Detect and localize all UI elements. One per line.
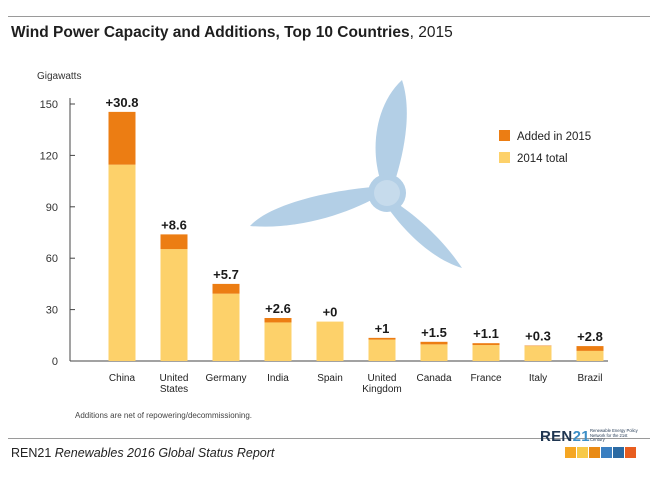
logo-energy-icon <box>601 447 612 458</box>
bar-data-label: +8.6 <box>161 217 187 232</box>
title-main: Wind Power Capacity and Additions, Top 1… <box>11 24 410 41</box>
bar-2014-total <box>108 164 136 361</box>
turbine-blade-watermark <box>375 80 407 184</box>
logo-energy-icon <box>613 447 624 458</box>
bar-2014-total <box>316 321 344 361</box>
x-category-label: Germany <box>205 373 246 384</box>
logo-energy-icon <box>589 447 600 458</box>
bar-data-label: +2.8 <box>577 329 603 344</box>
logo-text-21: 21 <box>572 428 590 445</box>
turbine-hub-highlight <box>374 180 400 206</box>
x-category-label: Kingdom <box>362 384 401 395</box>
bar-added-2015 <box>524 345 552 347</box>
x-category-label: Spain <box>317 373 343 384</box>
bar-data-label: +1.5 <box>421 325 447 340</box>
legend-label: 2014 total <box>517 153 568 165</box>
x-category-label: Canada <box>416 373 451 384</box>
bar-added-2015 <box>576 346 604 351</box>
ren21-logo: REN21 Renewable Energy Policy Network fo… <box>540 428 640 463</box>
bar-added-2015 <box>264 317 292 323</box>
bar-added-2015 <box>160 234 188 250</box>
bar-2014-total <box>420 344 448 361</box>
turbine-blade-watermark <box>250 187 377 227</box>
logo-wordmark: REN21 <box>540 428 590 445</box>
title-year: , 2015 <box>409 24 453 41</box>
bar-2014-total <box>524 346 552 361</box>
x-category-label: Italy <box>529 373 547 384</box>
bar-data-label: +1 <box>375 321 390 336</box>
y-tick-label: 150 <box>40 99 58 111</box>
bar-data-label: +1.1 <box>473 326 499 341</box>
bar-2014-total <box>368 339 396 361</box>
legend-label: Added in 2015 <box>517 131 591 143</box>
bar-added-2015 <box>472 343 500 346</box>
legend-swatch <box>499 152 510 163</box>
logo-energy-icon <box>577 447 588 458</box>
logo-energy-icon <box>565 447 576 458</box>
y-tick-label: 0 <box>52 356 58 368</box>
bar-2014-total <box>264 322 292 361</box>
bar-added-2015 <box>212 283 240 294</box>
bottom-rule <box>8 438 650 439</box>
source-line: REN21 Renewables 2016 Global Status Repo… <box>11 446 274 460</box>
logo-icon-row <box>565 447 636 458</box>
turbine-blade-watermark <box>388 202 462 268</box>
bar-2014-total <box>160 249 188 361</box>
logo-energy-icon <box>625 447 636 458</box>
y-tick-label: 120 <box>40 150 58 162</box>
bar-2014-total <box>212 293 240 361</box>
top-rule <box>8 16 650 17</box>
x-category-label: France <box>470 373 502 384</box>
bar-2014-total <box>472 345 500 361</box>
x-category-label: China <box>109 373 136 384</box>
bar-data-label: +0 <box>323 305 338 320</box>
bar-added-2015 <box>108 111 136 165</box>
footnote: Additions are net of repowering/decommis… <box>75 411 252 420</box>
y-tick-label: 60 <box>46 253 58 265</box>
wind-capacity-chart: Gigawatts 0 30 60 90 120 150 +30.8 China +8.6 Unit… <box>37 71 608 395</box>
source-org: REN21 <box>11 446 52 460</box>
y-tick-label: 30 <box>46 305 58 317</box>
bar-added-2015 <box>420 341 448 345</box>
bar-data-label: +30.8 <box>106 95 139 110</box>
y-tick-label: 90 <box>46 202 58 214</box>
chart-title: Wind Power Capacity and Additions, Top 1… <box>11 24 453 42</box>
x-category-label: Brazil <box>577 373 602 384</box>
bar-data-label: +2.6 <box>265 301 291 316</box>
bar-added-2015 <box>368 337 396 340</box>
source-report: Renewables 2016 Global Status Report <box>54 446 275 460</box>
bar-2014-total <box>576 350 604 361</box>
y-axis-label: Gigawatts <box>37 71 81 82</box>
logo-tagline: Renewable Energy Policy Network for the … <box>590 428 638 443</box>
x-category-label: United <box>160 373 189 384</box>
bar-data-label: +5.7 <box>213 267 239 282</box>
x-category-label: United <box>368 373 397 384</box>
turbine-hub-watermark <box>368 174 406 212</box>
logo-text-ren: REN <box>540 428 573 445</box>
legend-swatch <box>499 130 510 141</box>
x-category-label: India <box>267 373 289 384</box>
bar-data-label: +0.3 <box>525 329 551 344</box>
x-category-label: States <box>160 384 188 395</box>
